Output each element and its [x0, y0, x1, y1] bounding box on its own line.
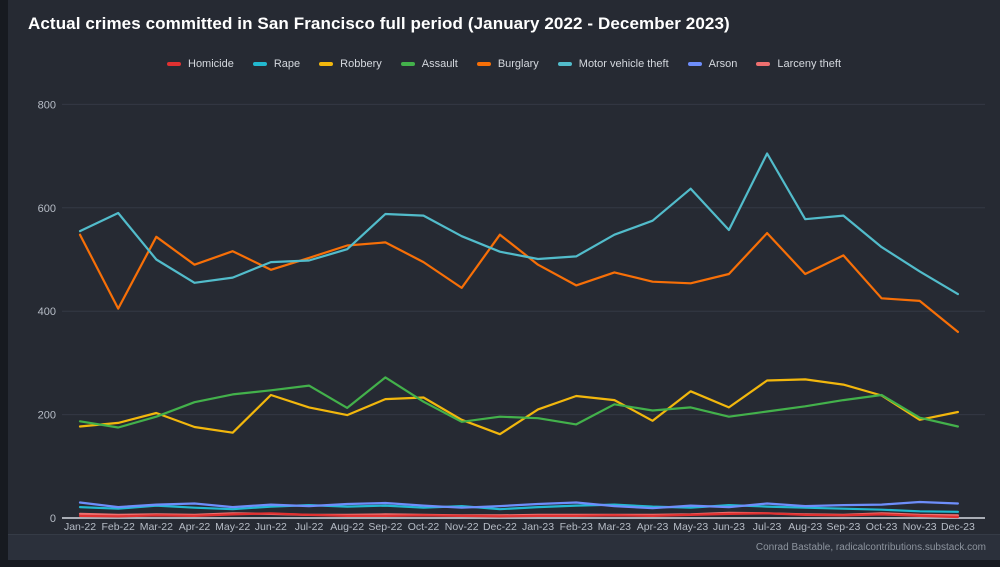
x-tick-label: Jul-22 — [295, 521, 324, 533]
legend-swatch-icon — [319, 62, 334, 66]
legend-swatch-icon — [557, 62, 572, 66]
x-tick-label: Apr-23 — [637, 521, 669, 533]
chart-title: Actual crimes committed in San Francisco… — [28, 14, 730, 33]
legend-item-larceny-theft[interactable]: Larceny theft — [756, 58, 841, 70]
x-tick-label: Jul-23 — [753, 521, 782, 533]
series-line-robbery — [78, 378, 960, 436]
x-tick-label: Mar-23 — [598, 521, 631, 533]
legend-item-label: Larceny theft — [777, 58, 841, 70]
legend-item-label: Rape — [273, 58, 301, 70]
legend-item-label: Arson — [708, 58, 738, 70]
x-tick-label: Feb-22 — [102, 521, 135, 533]
x-tick-label: Apr-22 — [179, 521, 211, 533]
series-line-homicide — [78, 512, 960, 519]
x-tick-label: Sep-22 — [368, 521, 402, 533]
y-tick-label: 400 — [38, 306, 56, 318]
legend-item-label: Assault — [421, 58, 458, 70]
x-tick-label: Nov-22 — [445, 521, 479, 533]
footer-bar: Conrad Bastable, radicalcontributions.su… — [8, 534, 1000, 560]
legend-item-label: Robbery — [340, 58, 382, 70]
legend-item-assault[interactable]: Assault — [400, 58, 458, 70]
line-chart-plot: 0 200 400 600 800 Jan-22 Feb-22 Mar-22 Apr-22 May… — [38, 99, 985, 533]
x-tick-label: Jun-22 — [255, 521, 287, 533]
y-tick-label: 200 — [38, 410, 56, 422]
legend-item-motor-vehicle-theft[interactable]: Motor vehicle theft — [557, 58, 669, 70]
legend-item-homicide[interactable]: Homicide — [167, 58, 234, 70]
legend-item-label: Burglary — [497, 58, 539, 70]
x-tick-label: Oct-22 — [408, 521, 440, 533]
x-tick-label: Mar-22 — [140, 521, 173, 533]
x-tick-label: Dec-23 — [941, 521, 975, 533]
x-tick-label: Feb-23 — [560, 521, 593, 533]
legend-swatch-icon — [167, 62, 181, 66]
x-tick-label: Dec-22 — [483, 521, 517, 533]
chart-legend: Homicide Rape Robbery Assault Burglary Motor … — [8, 58, 1000, 70]
legend-item-label: Homicide — [188, 58, 234, 70]
x-tick-label: Aug-23 — [788, 521, 822, 533]
x-tick-label: May-22 — [215, 521, 250, 533]
series-line-arson — [78, 500, 960, 510]
series-line-burglary — [78, 232, 960, 333]
legend-swatch-icon — [252, 62, 267, 66]
y-tick-label: 600 — [38, 203, 56, 215]
legend-swatch-icon — [400, 62, 415, 66]
y-tick-label: 800 — [38, 99, 56, 111]
x-tick-label: Jun-23 — [713, 521, 745, 533]
x-tick-label: Sep-23 — [826, 521, 860, 533]
legend-item-robbery[interactable]: Robbery — [319, 58, 382, 70]
legend-swatch-icon — [687, 62, 702, 66]
series-line-rape — [78, 503, 960, 513]
x-tick-label: Nov-23 — [903, 521, 937, 533]
x-tick-label: May-23 — [673, 521, 708, 533]
legend-item-burglary[interactable]: Burglary — [476, 58, 539, 70]
chart-card: Actual crimes committed in San Francisco… — [8, 0, 1000, 560]
legend-swatch-icon — [756, 62, 771, 66]
x-tick-label: Oct-23 — [866, 521, 898, 533]
x-tick-label: Jan-23 — [522, 521, 554, 533]
attribution-text: Conrad Bastable, radicalcontributions.su… — [755, 542, 986, 553]
x-tick-label: Jan-22 — [64, 521, 96, 533]
legend-swatch-icon — [476, 62, 491, 66]
y-tick-label: 0 — [50, 513, 56, 525]
legend-item-label: Motor vehicle theft — [578, 58, 669, 70]
legend-item-rape[interactable]: Rape — [252, 58, 301, 70]
series-line-assault — [78, 376, 960, 429]
x-tick-label: Aug-22 — [330, 521, 364, 533]
legend-item-arson[interactable]: Arson — [687, 58, 738, 70]
series-line-motor-vehicle-theft — [78, 152, 960, 296]
